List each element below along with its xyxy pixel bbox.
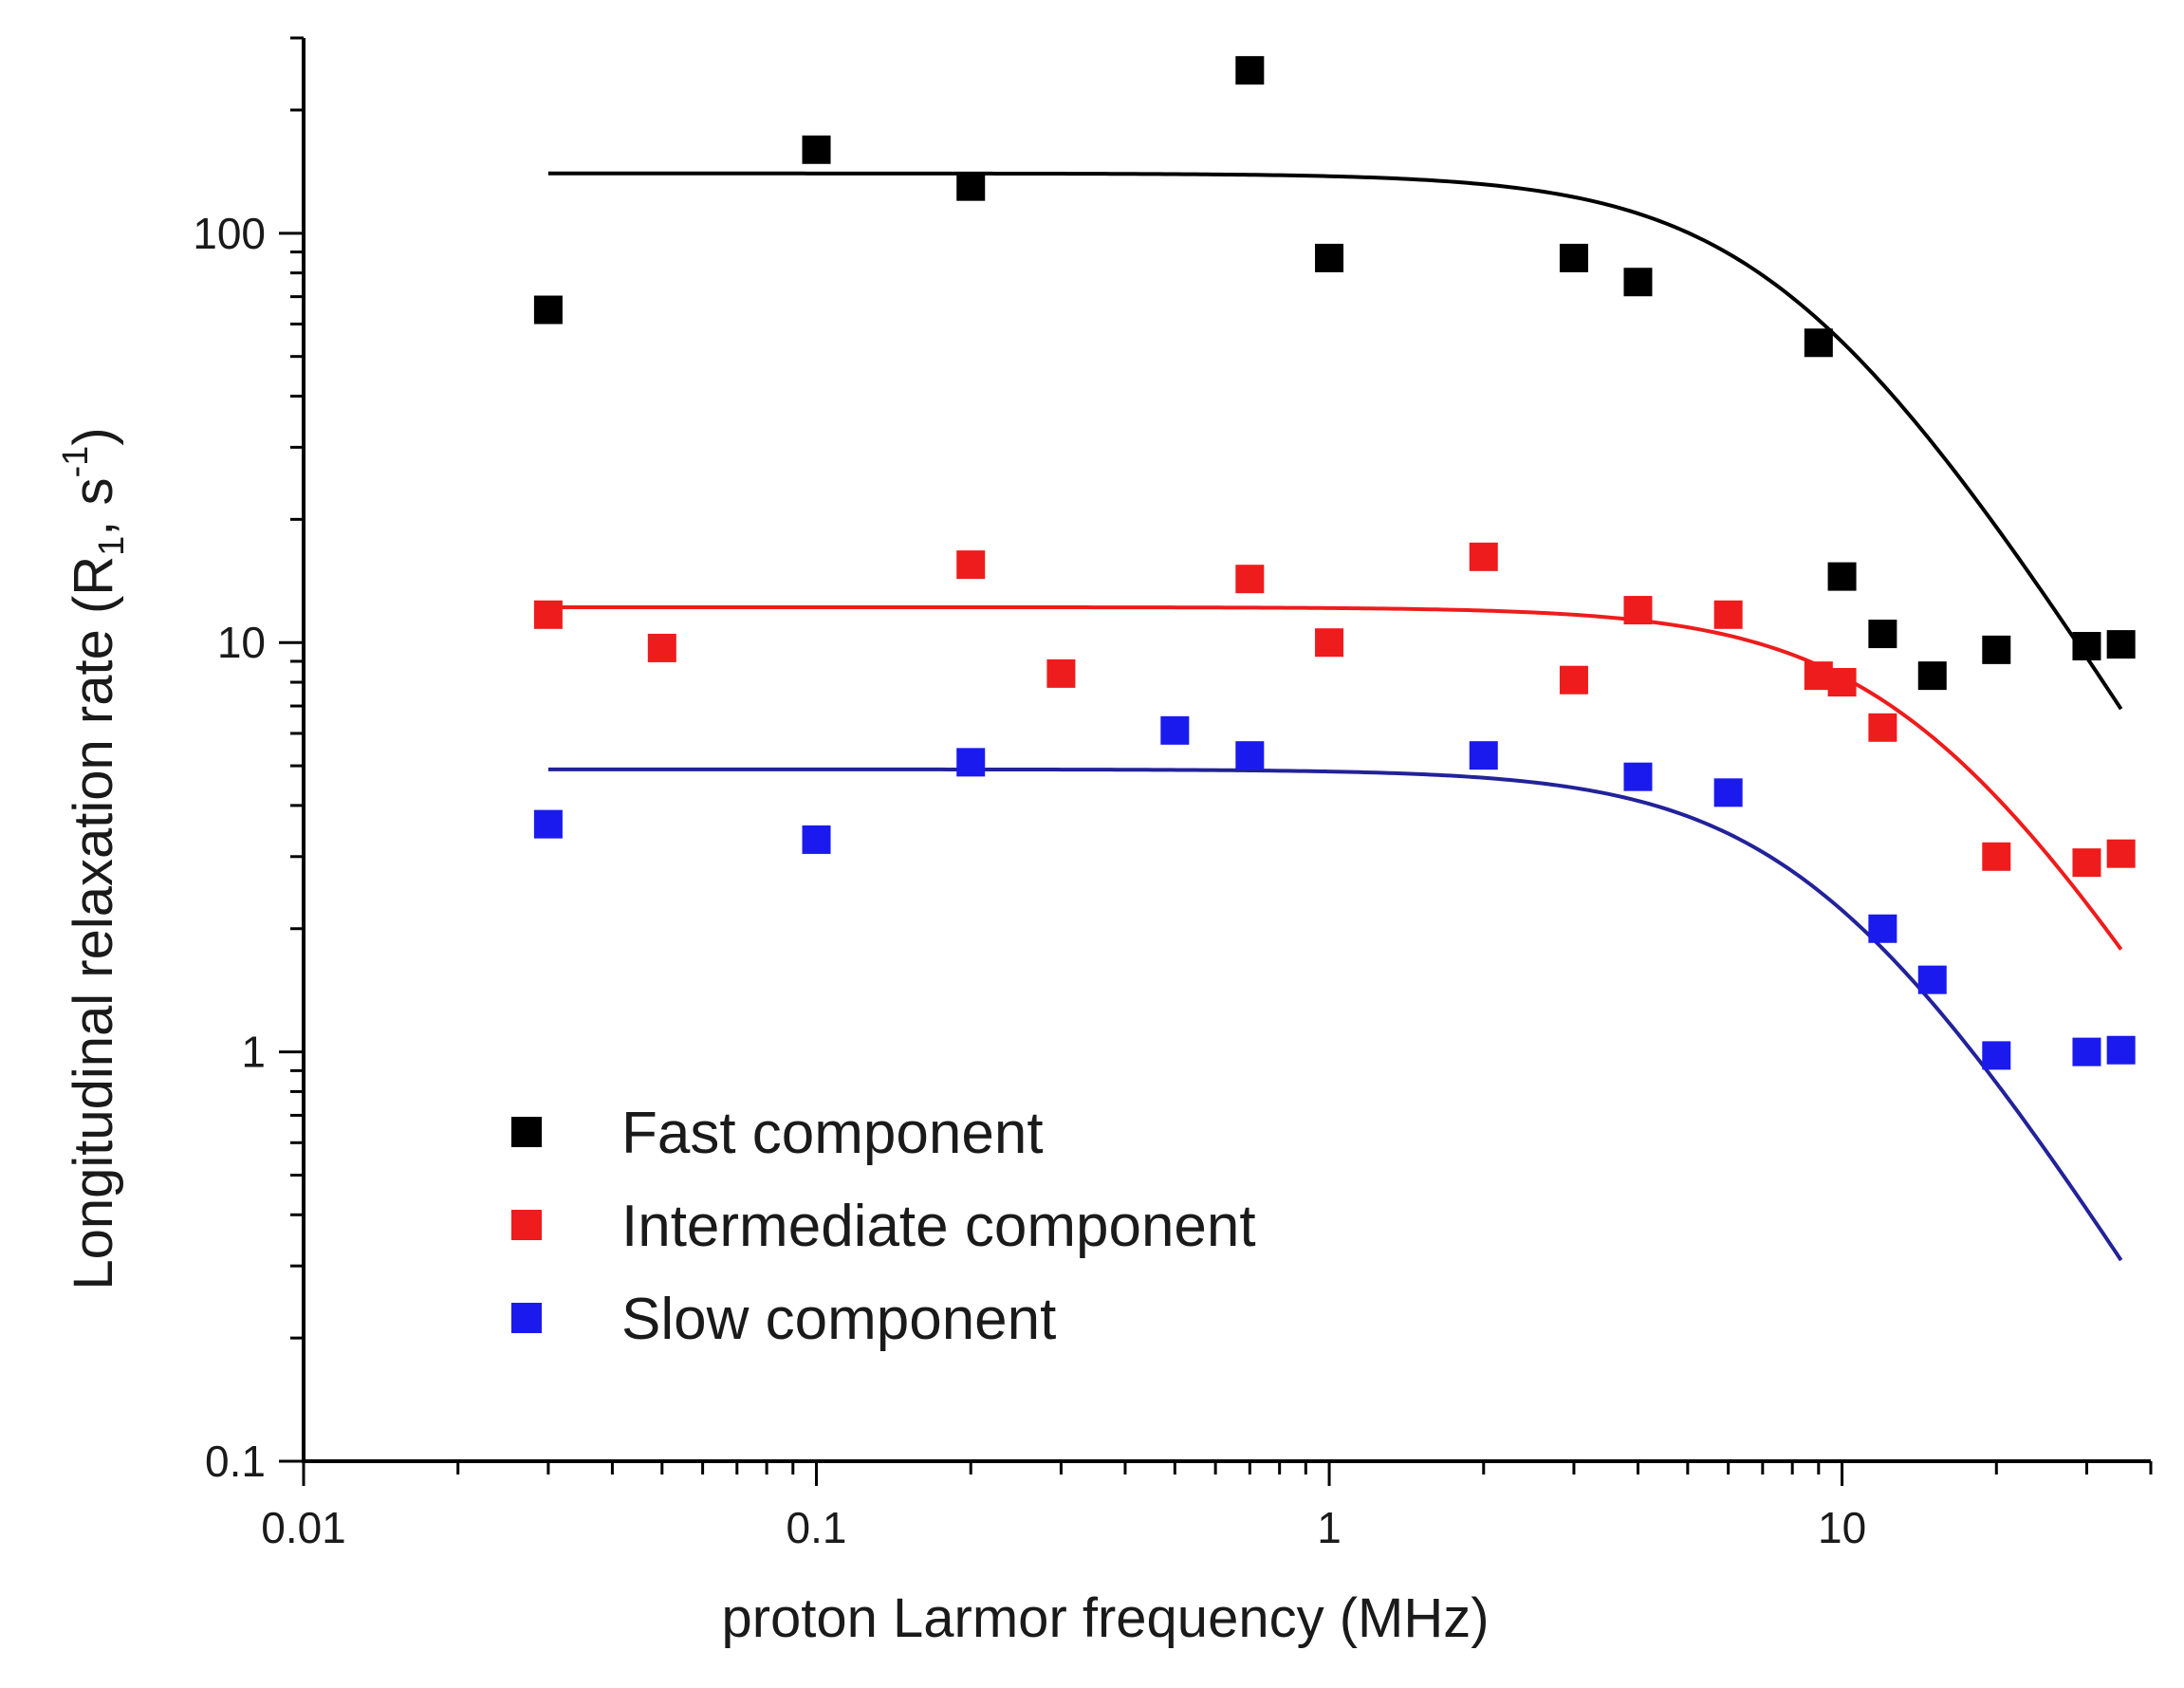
ticks: 0.01 0.1 1 10 0.1 1 10 100 [193, 36, 2153, 1552]
data-point-series-1 [1559, 665, 1588, 695]
data-point-series-2 [956, 748, 986, 777]
data-point-series-1 [1713, 600, 1743, 629]
data-point-series-2 [2072, 1037, 2101, 1067]
legend-label-1: Intermediate component [621, 1194, 1256, 1259]
data-point-series-0 [1559, 243, 1588, 272]
y-axis-title-superscript: -1 [56, 446, 96, 478]
fit-curve-0 [547, 171, 2123, 711]
x-tick-label: 1 [1317, 1503, 1342, 1552]
data-point-series-2 [802, 825, 831, 854]
data-point-series-0 [2072, 632, 2101, 661]
y-axis-title-middle: , s [63, 477, 124, 535]
y-tick-label: 10 [217, 618, 266, 667]
x-tick-label: 0.1 [787, 1503, 847, 1552]
x-tick-label: 10 [1818, 1503, 1866, 1552]
data-point-series-2 [1623, 762, 1653, 791]
data-point-series-2 [1868, 914, 1897, 943]
legend-marker-0 [511, 1117, 542, 1147]
data-point-series-1 [1827, 668, 1857, 697]
data-point-series-2 [2106, 1035, 2136, 1065]
data-point-series-0 [1917, 661, 1947, 691]
data-points [533, 56, 2136, 1070]
y-tick-label: 1 [241, 1028, 266, 1077]
data-point-series-0 [1623, 268, 1653, 297]
data-point-series-0 [1804, 328, 1833, 358]
data-point-series-2 [1235, 741, 1265, 770]
data-point-series-1 [1982, 842, 2011, 871]
data-point-series-1 [1469, 542, 1498, 571]
legend-marker-1 [511, 1210, 542, 1240]
data-point-series-0 [2106, 630, 2136, 659]
data-point-series-1 [1235, 565, 1265, 594]
data-point-series-2 [1982, 1041, 2011, 1070]
data-point-series-1 [533, 600, 563, 629]
fit-curve-2 [547, 767, 2123, 1262]
legend-marker-2 [511, 1303, 542, 1333]
data-point-series-1 [647, 633, 676, 662]
legend-label-2: Slow component [621, 1287, 1056, 1352]
data-point-series-0 [802, 135, 831, 164]
y-tick-label: 0.1 [205, 1437, 266, 1486]
legend: Fast component Intermediate component Slow… [511, 1101, 1256, 1352]
data-point-series-1 [2106, 839, 2136, 868]
data-point-series-2 [1160, 715, 1190, 745]
data-point-series-0 [1982, 635, 2011, 664]
data-point-series-2 [1917, 965, 1947, 994]
data-point-series-1 [956, 550, 986, 580]
data-point-series-0 [956, 172, 986, 201]
x-tick-label: 0.01 [261, 1503, 346, 1552]
data-point-series-1 [1623, 596, 1653, 625]
data-point-series-0 [1315, 243, 1344, 272]
y-tick-label: 100 [193, 209, 266, 258]
y-axis-title-suffix: ) [63, 427, 124, 445]
x-axis-title: proton Larmor frequency (MHz) [721, 1587, 1489, 1649]
data-point-series-0 [1235, 56, 1265, 85]
data-point-series-1 [1315, 628, 1344, 658]
data-point-series-1 [1868, 713, 1897, 742]
legend-label-0: Fast component [621, 1101, 1044, 1166]
data-point-series-2 [1713, 778, 1743, 807]
fit-curves [547, 171, 2123, 1262]
data-point-series-0 [1827, 562, 1857, 591]
data-point-series-1 [1046, 659, 1076, 688]
data-point-series-1 [2072, 848, 2101, 878]
y-axis-title-subscript: 1 [92, 536, 132, 556]
data-point-series-0 [1868, 620, 1897, 649]
fit-curve-1 [547, 604, 2123, 951]
y-axis-title-prefix: Longitudinal relaxation rate (R [63, 556, 124, 1290]
data-point-series-2 [1469, 741, 1498, 770]
y-axis-title: Longitudinal relaxation rate (R1, s-1) [56, 427, 132, 1289]
data-point-series-2 [533, 809, 563, 839]
data-point-series-0 [533, 295, 563, 325]
